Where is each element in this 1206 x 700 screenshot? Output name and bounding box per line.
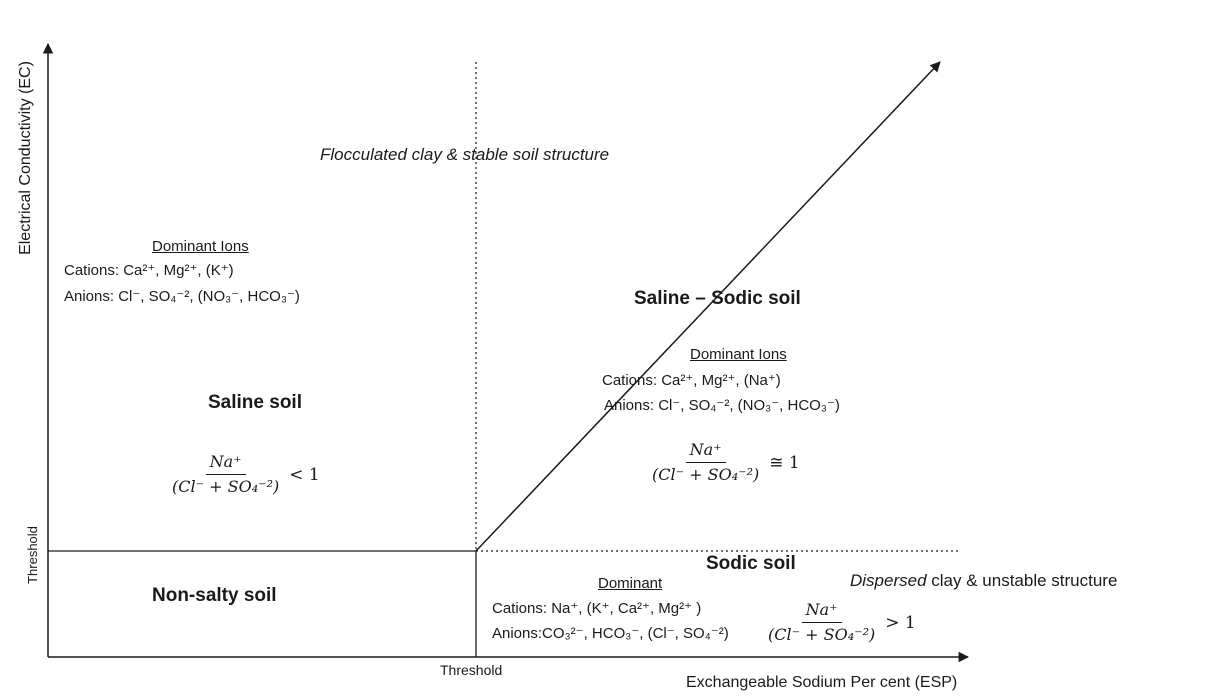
saline-sodic-anions-prefix: Anions:	[604, 397, 659, 414]
sodic-formula-denominator: (Cl⁻ + SO₄⁻²)	[768, 625, 876, 644]
sodic-cations-prefix: Cations:	[492, 600, 552, 617]
saline-formula-denominator: (Cl⁻ + SO₄⁻²)	[172, 477, 280, 496]
saline-sodic-formula-numerator: Na⁺	[685, 440, 726, 463]
sodic-soil-title: Sodic soil	[706, 553, 796, 574]
saline-sodic-anions: Anions: Cl⁻, SO₄⁻², (NO₃⁻, HCO₃⁻)	[604, 397, 840, 415]
sodic-note-rest: clay & unstable structure	[926, 571, 1118, 590]
non-salty-soil-title: Non-salty soil	[152, 585, 277, 606]
y-threshold-label: Threshold	[25, 526, 40, 584]
sodic-formula: Na⁺ (Cl⁻ + SO₄⁻²) > 1	[764, 600, 916, 645]
saline-ions-heading: Dominant Ions	[152, 238, 249, 255]
saline-anions-prefix: Anions:	[64, 288, 119, 305]
sodic-note: Dispersed clay & unstable structure	[850, 572, 1117, 590]
saline-sodic-formula: Na⁺ (Cl⁻ + SO₄⁻²) ≅ 1	[648, 440, 800, 485]
saline-sodic-ions-heading: Dominant Ions	[690, 346, 787, 363]
saline-sodic-soil-title: Saline – Sodic soil	[634, 288, 801, 309]
saline-formula-relation: < 1	[289, 464, 320, 485]
y-axis-label: Electrical Conductivity (EC)	[17, 61, 34, 255]
sodic-anions-ions: CO₃²⁻, HCO₃⁻, (Cl⁻, SO₄⁻²)	[542, 625, 729, 642]
sodic-formula-numerator: Na⁺	[801, 600, 842, 623]
saline-anions: Anions: Cl⁻, SO₄⁻², (NO₃⁻, HCO₃⁻)	[64, 288, 300, 306]
saline-sodic-formula-relation: ≅ 1	[769, 452, 800, 473]
diagonal-arrow	[475, 61, 941, 552]
x-threshold-label: Threshold	[440, 662, 503, 678]
saline-sodic-cations-prefix: Cations:	[602, 372, 662, 389]
sodic-cations-ions: Na⁺, (K⁺, Ca²⁺, Mg²⁺ )	[551, 600, 702, 617]
saline-soil-title: Saline soil	[208, 392, 302, 413]
saline-sodic-formula-denominator: (Cl⁻ + SO₄⁻²)	[652, 465, 760, 484]
saline-cations: Cations: Ca²⁺, Mg²⁺, (K⁺)	[64, 262, 234, 280]
sodic-anions: Anions:CO₃²⁻, HCO₃⁻, (Cl⁻, SO₄⁻²)	[492, 625, 729, 643]
sodic-formula-relation: > 1	[885, 612, 916, 633]
top-note: Flocculated clay & stable soil structure	[320, 145, 610, 164]
saline-cations-ions: Ca²⁺, Mg²⁺, (K⁺)	[123, 262, 234, 279]
saline-formula-numerator: Na⁺	[205, 452, 246, 475]
saline-formula: Na⁺ (Cl⁻ + SO₄⁻²) < 1	[168, 452, 320, 497]
sodic-ions-heading: Dominant	[598, 575, 663, 592]
saline-cations-prefix: Cations:	[64, 262, 124, 279]
saline-sodic-cations-ions: Ca²⁺, Mg²⁺, (Na⁺)	[661, 372, 781, 389]
sodic-note-emphasis: Dispersed	[850, 571, 927, 590]
sodic-cations: Cations: Na⁺, (K⁺, Ca²⁺, Mg²⁺ )	[492, 600, 701, 618]
x-axis-label: Exchangeable Sodium Per cent (ESP)	[686, 674, 958, 691]
saline-sodic-anions-ions: Cl⁻, SO₄⁻², (NO₃⁻, HCO₃⁻)	[658, 397, 840, 414]
sodic-anions-prefix: Anions:	[492, 625, 543, 642]
saline-anions-ions: Cl⁻, SO₄⁻², (NO₃⁻, HCO₃⁻)	[118, 288, 300, 305]
saline-sodic-cations: Cations: Ca²⁺, Mg²⁺, (Na⁺)	[602, 372, 781, 390]
